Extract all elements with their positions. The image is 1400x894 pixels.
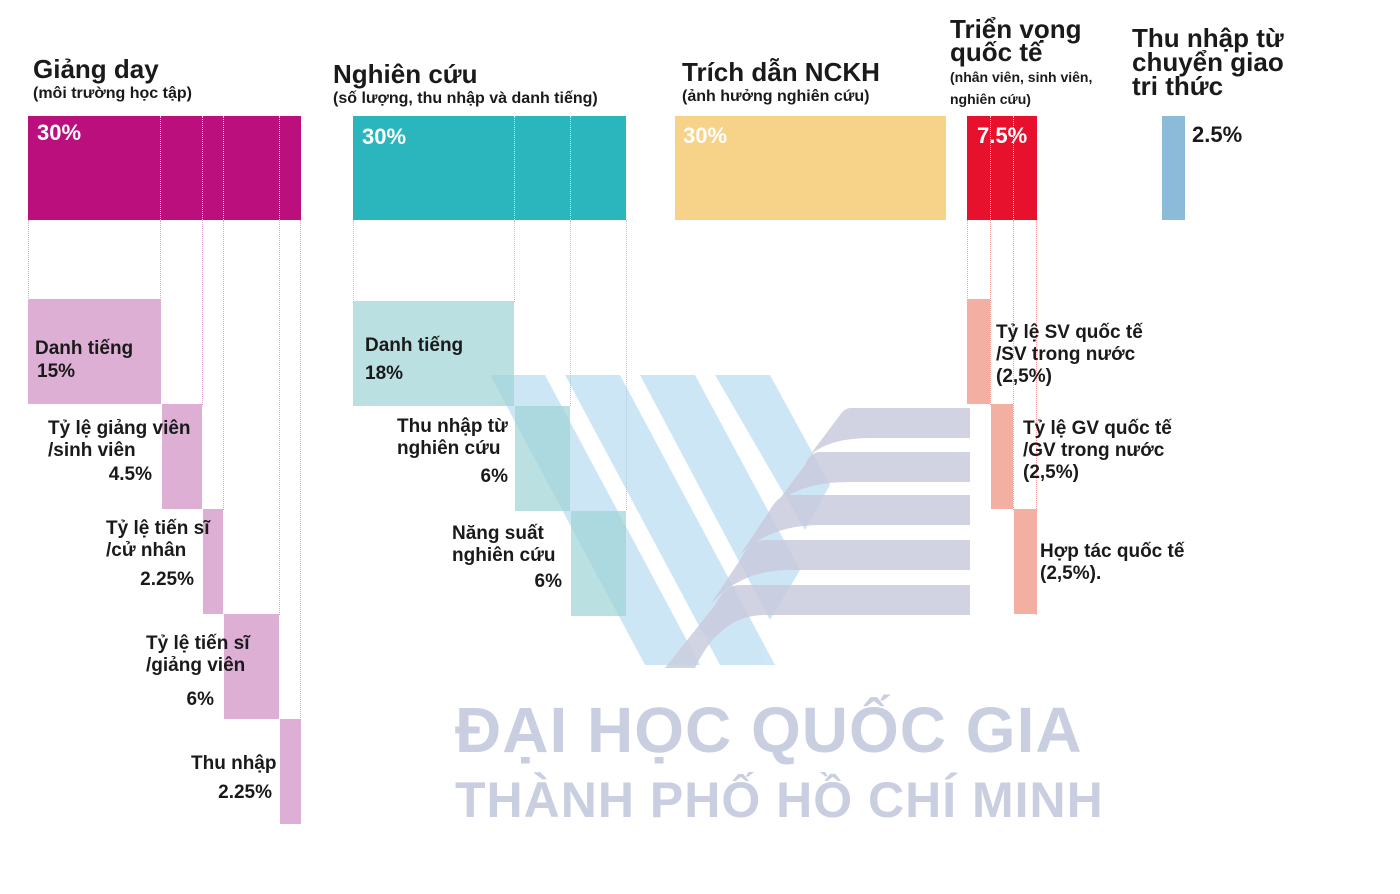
international-sub-bar-2 [991, 404, 1013, 509]
international-item-3-label: Hợp tác quốc tế [1040, 541, 1185, 562]
international-guide-line [1013, 220, 1014, 510]
teaching-item-5-value: 2.25% [218, 782, 272, 803]
knowledge-transfer-title-3: tri thức [1132, 71, 1224, 101]
international-item-1-label-2: /SV trong nước [996, 344, 1136, 365]
citations-subtitle: (ảnh hưởng nghiên cứu) [682, 88, 870, 105]
teaching-guide-line [223, 116, 224, 220]
teaching-guide-line [223, 220, 224, 510]
research-guide-line [570, 116, 571, 220]
research-item-1-label: Danh tiếng [365, 335, 464, 356]
research-sub-bar-2 [515, 406, 570, 511]
knowledge-transfer-weight: 2.5% [1192, 122, 1243, 147]
research-guide-line [570, 220, 571, 406]
international-weight: 7.5% [977, 123, 1028, 148]
teaching-item-5-label: Thu nhập [191, 753, 277, 774]
citations-weight: 30% [683, 123, 728, 148]
research-item-2-label-2: nghiên cứu [397, 438, 501, 459]
teaching-sub-bar-3 [203, 509, 223, 614]
research-item-1-value: 18% [365, 363, 404, 384]
research-guide-line [626, 220, 627, 510]
research-sub-bar-1 [353, 301, 514, 406]
knowledge-transfer-main-bar [1162, 116, 1185, 220]
research-item-2-value: 6% [480, 466, 508, 487]
teaching-sub-bar-1 [28, 299, 161, 404]
teaching-item-2-value: 4.5% [108, 464, 152, 485]
research-item-3-value: 6% [534, 571, 562, 592]
teaching-guide-line [160, 220, 161, 300]
international-item-3-label-2: (2,5%). [1040, 563, 1102, 584]
research-main-bar [353, 116, 626, 220]
international-subtitle-1: (nhân viên, sinh viên, [950, 69, 1093, 85]
teaching-title: Giảng day [33, 54, 159, 84]
teaching-item-1-value: 15% [37, 361, 76, 382]
teaching-main-bar [28, 116, 301, 220]
teaching-item-4-value: 6% [186, 689, 214, 710]
international-item-2-label-2: /GV trong nước [1023, 440, 1165, 461]
teaching-sub-bar-5 [280, 719, 301, 824]
teaching-item-3-label-2: /cử nhân [106, 540, 187, 561]
research-item-2-label: Thu nhập từ [397, 416, 508, 437]
teaching-guide-line [202, 116, 203, 220]
teaching-subtitle: (môi trường học tập) [33, 85, 192, 102]
research-subtitle: (số lượng, thu nhập và danh tiếng) [333, 90, 598, 107]
international-item-1-label: Tỷ lệ SV quốc tế [996, 322, 1143, 343]
teaching-guide-line [160, 116, 161, 220]
international-guide-line [1036, 220, 1037, 615]
research-guide-line [353, 220, 354, 302]
international-title-2: quốc tế [950, 37, 1043, 67]
international-guide-line [990, 116, 991, 220]
research-weight: 30% [362, 124, 407, 149]
international-sub-bar-1 [967, 299, 990, 404]
international-guide-line [990, 220, 991, 405]
teaching-guide-line [279, 116, 280, 220]
international-main-bar [967, 116, 1037, 220]
international-sub-bar-3 [1014, 509, 1037, 614]
teaching-item-3-value: 2.25% [140, 569, 194, 590]
citations-main-bar [675, 116, 946, 220]
research-guide-line [514, 220, 515, 302]
research-sub-bar-3 [571, 511, 626, 616]
teaching-guide-line [279, 220, 280, 615]
watermark-line-2: THÀNH PHỐ HỒ CHÍ MINH [455, 772, 1104, 828]
teaching-item-4-label: Tỷ lệ tiến sĩ [146, 633, 250, 654]
watermark-line-1: ĐẠI HỌC QUỐC GIA [455, 694, 1083, 766]
international-item-2-label-3: (2,5%) [1023, 462, 1079, 483]
international-subtitle-2: nghiên cứu) [950, 91, 1031, 107]
teaching-sub-bar-2 [162, 404, 202, 509]
research-guide-line [514, 116, 515, 220]
research-item-3-label-2: nghiên cứu [452, 545, 556, 566]
international-item-2-label: Tỷ lệ GV quốc tế [1023, 418, 1172, 439]
research-title: Nghiên cứu [333, 59, 478, 89]
international-item-1-label-3: (2,5%) [996, 366, 1052, 387]
international-guide-line [967, 220, 968, 300]
research-item-3-label: Năng suất [452, 523, 544, 544]
teaching-item-2-label-2: /sinh viên [48, 440, 136, 461]
teaching-guide-line [28, 220, 29, 300]
teaching-guide-line [202, 220, 203, 405]
international-guide-line [1013, 116, 1014, 220]
teaching-item-3-label: Tỷ lệ tiến sĩ [106, 518, 210, 539]
knowledge-transfer-title-1: Thu nhập từ [1132, 23, 1284, 53]
teaching-item-4-label-2: /giảng viên [146, 655, 246, 676]
teaching-weight: 30% [37, 120, 82, 145]
citations-title: Trích dẫn NCKH [682, 57, 880, 87]
knowledge-transfer-title-2: chuyển giao [1132, 47, 1284, 77]
teaching-guide-line [300, 220, 301, 720]
teaching-sub-bar-4 [224, 614, 279, 719]
teaching-item-1-label: Danh tiếng [35, 338, 134, 359]
teaching-item-2-label: Tỷ lệ giảng viên [48, 418, 191, 439]
international-title-1: Triển vọng [950, 14, 1082, 44]
